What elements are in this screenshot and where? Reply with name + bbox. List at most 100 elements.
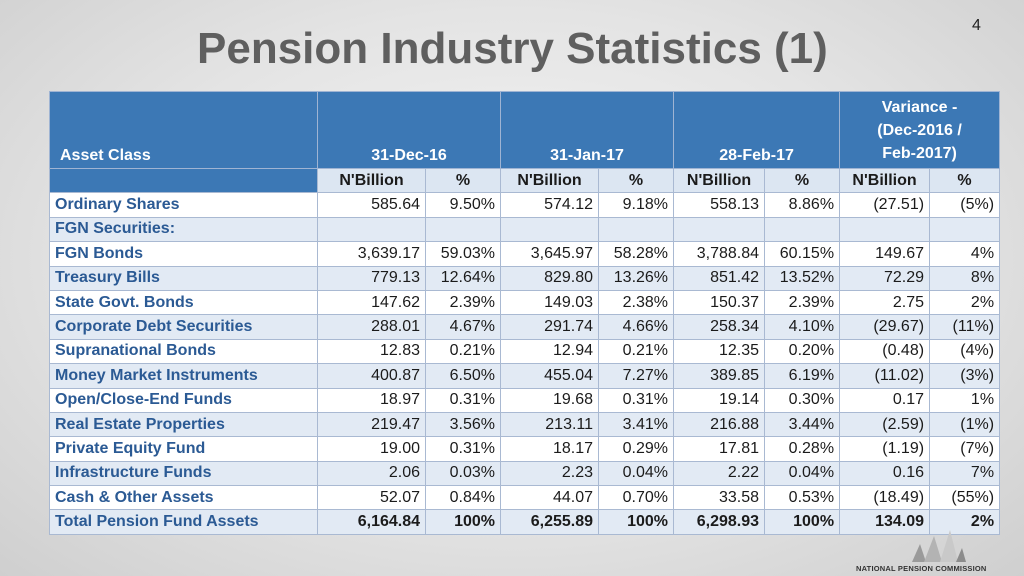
table-cell-d3p: 0.30% <box>765 388 840 412</box>
asset-class-label: Cash & Other Assets <box>50 486 318 510</box>
table-cell-d1v: 147.62 <box>318 290 426 314</box>
table-cell-d3p: 60.15% <box>765 242 840 266</box>
table-cell-vv: (18.49) <box>840 486 930 510</box>
table-cell-d1v: 400.87 <box>318 364 426 388</box>
table-cell-d1v: 288.01 <box>318 315 426 339</box>
table-cell-vv: 0.16 <box>840 461 930 485</box>
table-cell-d1v: 219.47 <box>318 412 426 436</box>
table-cell-d1v: 12.83 <box>318 339 426 363</box>
table-cell-vp: 8% <box>930 266 1000 290</box>
table-cell-d1p: 0.21% <box>426 339 501 363</box>
table-cell-d1v: 3,639.17 <box>318 242 426 266</box>
table-cell-d2v: 149.03 <box>501 290 599 314</box>
table-cell-d3v: 216.88 <box>674 412 765 436</box>
table-cell-d1v <box>318 217 426 241</box>
table-cell-vv: (1.19) <box>840 437 930 461</box>
table-cell-d2p: 0.29% <box>599 437 674 461</box>
table-cell-d2v: 829.80 <box>501 266 599 290</box>
table-cell-d3p: 2.39% <box>765 290 840 314</box>
table-cell-d1p: 0.31% <box>426 388 501 412</box>
table-cell-vp: 2% <box>930 290 1000 314</box>
table-cell-vp: (11%) <box>930 315 1000 339</box>
table-cell-d2v: 2.23 <box>501 461 599 485</box>
table-cell-d3p: 0.20% <box>765 339 840 363</box>
table-row: Real Estate Properties 219.47 3.56% 213.11 3… <box>50 412 1000 436</box>
table-cell-d2p: 4.66% <box>599 315 674 339</box>
table-cell-d2p: 100% <box>599 510 674 534</box>
table-cell-d2p: 9.18% <box>599 193 674 217</box>
table-row: Corporate Debt Securities 288.01 4.67% 291.… <box>50 315 1000 339</box>
table-cell-d2v: 574.12 <box>501 193 599 217</box>
table-cell-d3v: 3,788.84 <box>674 242 765 266</box>
subheader-blank-cell <box>50 169 318 193</box>
slide-number: 4 <box>972 17 981 35</box>
table-cell-d1p: 2.39% <box>426 290 501 314</box>
subheader-percent: % <box>426 169 501 193</box>
table-cell-d1p: 0.31% <box>426 437 501 461</box>
table-cell-d2v: 291.74 <box>501 315 599 339</box>
table-cell-d2v: 6,255.89 <box>501 510 599 534</box>
table-cell-d2v: 3,645.97 <box>501 242 599 266</box>
table-cell-d1p: 3.56% <box>426 412 501 436</box>
table-cell-d2v: 18.17 <box>501 437 599 461</box>
table-row: Cash & Other Assets 52.07 0.84% 44.07 0.70% 3… <box>50 486 1000 510</box>
asset-class-label: Corporate Debt Securities <box>50 315 318 339</box>
table-row: Ordinary Shares 585.64 9.50% 574.12 9.18% 558… <box>50 193 1000 217</box>
asset-class-label: Ordinary Shares <box>50 193 318 217</box>
table-cell-d1p: 9.50% <box>426 193 501 217</box>
table-cell-d1v: 19.00 <box>318 437 426 461</box>
table-cell-vp: (1%) <box>930 412 1000 436</box>
table-row: FGN Bonds 3,639.17 59.03% 3,645.97 58.28% 3,7… <box>50 242 1000 266</box>
table-cell-d3v: 258.34 <box>674 315 765 339</box>
table-cell-d3p: 6.19% <box>765 364 840 388</box>
asset-class-label: FGN Bonds <box>50 242 318 266</box>
subheader-nbillion: N'Billion <box>840 169 930 193</box>
asset-class-label: Treasury Bills <box>50 266 318 290</box>
table-cell-d2p: 0.70% <box>599 486 674 510</box>
table-cell-vv: (29.67) <box>840 315 930 339</box>
table-cell-d1p: 4.67% <box>426 315 501 339</box>
table-cell-d1p: 12.64% <box>426 266 501 290</box>
pension-statistics-table: Asset Class 31-Dec-16 31-Jan-17 28-Feb-1… <box>49 91 1000 535</box>
table-cell-d3v <box>674 217 765 241</box>
table-cell-d3v: 2.22 <box>674 461 765 485</box>
table-row: State Govt. Bonds 147.62 2.39% 149.03 2.38% 1… <box>50 290 1000 314</box>
table-cell-d1p <box>426 217 501 241</box>
table-cell-d3v: 558.13 <box>674 193 765 217</box>
table-cell-d2v <box>501 217 599 241</box>
table-cell-vp <box>930 217 1000 241</box>
table-cell-d3v: 389.85 <box>674 364 765 388</box>
table-row: Treasury Bills 779.13 12.64% 829.80 13.26% 85… <box>50 266 1000 290</box>
table-cell-d2p: 7.27% <box>599 364 674 388</box>
table-cell-d3p: 0.28% <box>765 437 840 461</box>
asset-class-label: State Govt. Bonds <box>50 290 318 314</box>
table-cell-d1p: 0.84% <box>426 486 501 510</box>
asset-class-label: FGN Securities: <box>50 217 318 241</box>
subheader-percent: % <box>765 169 840 193</box>
table-cell-d1v: 6,164.84 <box>318 510 426 534</box>
table-cell-d3p: 3.44% <box>765 412 840 436</box>
table-cell-vp: (7%) <box>930 437 1000 461</box>
table-cell-d3p: 8.86% <box>765 193 840 217</box>
subheader-nbillion: N'Billion <box>674 169 765 193</box>
table-cell-vv: (11.02) <box>840 364 930 388</box>
table-cell-vp: 4% <box>930 242 1000 266</box>
table-cell-d2v: 455.04 <box>501 364 599 388</box>
table-cell-vv <box>840 217 930 241</box>
variance-header-line2: (Dec-2016 / <box>877 122 962 139</box>
table-cell-d3p <box>765 217 840 241</box>
table-cell-d2p: 13.26% <box>599 266 674 290</box>
table-cell-d2v: 44.07 <box>501 486 599 510</box>
page-title: Pension Industry Statistics (1) <box>197 24 828 74</box>
table-cell-d1v: 52.07 <box>318 486 426 510</box>
asset-class-label: Real Estate Properties <box>50 412 318 436</box>
table-cell-vp: (3%) <box>930 364 1000 388</box>
table-cell-d3p: 0.04% <box>765 461 840 485</box>
table-cell-d1p: 59.03% <box>426 242 501 266</box>
table-cell-d3p: 0.53% <box>765 486 840 510</box>
table-cell-d2p: 0.04% <box>599 461 674 485</box>
table-cell-vp: (4%) <box>930 339 1000 363</box>
date3-header: 28-Feb-17 <box>674 92 840 169</box>
asset-class-header: Asset Class <box>50 92 318 169</box>
date1-header: 31-Dec-16 <box>318 92 501 169</box>
